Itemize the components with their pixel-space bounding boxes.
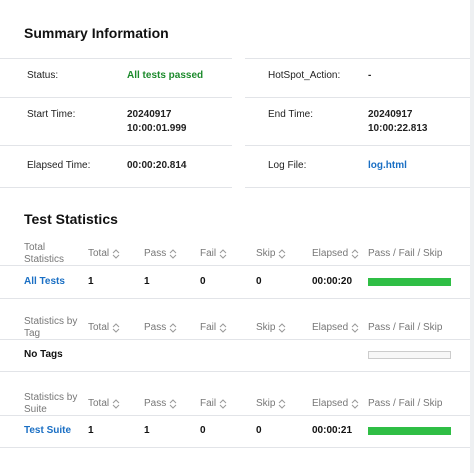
divider: [0, 415, 470, 416]
section-title: Summary Information: [24, 25, 169, 41]
pass-segment: [368, 278, 451, 286]
column-header: Total: [24, 242, 46, 253]
divider: [245, 97, 470, 98]
column-header: Pass: [144, 398, 167, 409]
field-label: Elapsed Time:: [27, 160, 91, 171]
field-label: HotSpot_Action:: [268, 70, 341, 81]
stat-value: 1: [144, 276, 150, 287]
column-header: Fail: [200, 322, 217, 333]
field-value: 10:00:22.813: [368, 123, 428, 134]
sort-icon[interactable]: [169, 323, 177, 333]
field-value: 10:00:01.999: [127, 123, 187, 134]
field-value: 20240917: [127, 109, 172, 120]
column-header: Skip: [256, 398, 276, 409]
stat-value: 1: [88, 276, 94, 287]
column-header: Suite: [24, 404, 47, 415]
stat-value: 0: [256, 425, 262, 436]
divider: [0, 145, 232, 146]
divider: [0, 187, 232, 188]
sort-icon[interactable]: [219, 399, 227, 409]
column-header: Total: [88, 322, 110, 333]
sort-icon[interactable]: [219, 249, 227, 259]
stat-value: 1: [144, 425, 150, 436]
column-header: Tag: [24, 328, 41, 339]
column-header: Statistics by: [24, 392, 78, 403]
column-header: Statistics: [24, 254, 65, 265]
pass-fail-skip-bar: [368, 427, 451, 435]
divider: [0, 339, 470, 340]
sort-icon[interactable]: [112, 399, 120, 409]
pass-segment: [368, 427, 451, 435]
column-header: Elapsed: [312, 248, 349, 259]
field-label: Start Time:: [27, 109, 76, 120]
pass-fail-skip-bar: [368, 351, 451, 359]
field-value: 20240917: [368, 109, 413, 120]
column-header: Pass: [144, 322, 167, 333]
column-header: Statistics by: [24, 316, 78, 327]
row-name[interactable]: All Tests: [24, 276, 65, 287]
field-label: Status:: [27, 70, 59, 81]
sort-icon[interactable]: [169, 249, 177, 259]
stat-value: 1: [88, 425, 94, 436]
sort-icon[interactable]: [169, 399, 177, 409]
column-header: Elapsed: [312, 398, 349, 409]
divider: [0, 58, 232, 59]
divider: [0, 447, 470, 448]
stat-value: 0: [200, 276, 206, 287]
sort-icon[interactable]: [219, 323, 227, 333]
column-header: Pass / Fail / Skip: [368, 322, 443, 333]
divider: [0, 265, 470, 266]
column-header: Pass: [144, 248, 167, 259]
column-header: Elapsed: [312, 322, 349, 333]
sort-icon[interactable]: [278, 399, 286, 409]
stat-value: 0: [256, 276, 262, 287]
column-header: Skip: [256, 248, 276, 259]
divider: [0, 371, 470, 372]
sort-icon[interactable]: [112, 249, 120, 259]
sort-icon[interactable]: [351, 249, 359, 259]
sort-icon[interactable]: [351, 323, 359, 333]
column-header: Pass / Fail / Skip: [368, 248, 443, 259]
field-value: -: [368, 70, 372, 81]
field-value: 00:00:20.814: [127, 160, 187, 171]
pass-fail-skip-bar: [368, 278, 451, 286]
column-header: Total: [88, 398, 110, 409]
column-header: Fail: [200, 248, 217, 259]
divider: [245, 187, 470, 188]
sort-icon[interactable]: [351, 399, 359, 409]
column-header: Skip: [256, 322, 276, 333]
row-name: No Tags: [24, 349, 63, 360]
divider: [0, 298, 470, 299]
sort-icon[interactable]: [112, 323, 120, 333]
field-label: End Time:: [268, 109, 314, 120]
stat-value: 00:00:21: [312, 425, 353, 436]
divider: [245, 145, 470, 146]
field-label: Log File:: [268, 160, 307, 171]
sort-icon[interactable]: [278, 249, 286, 259]
row-name[interactable]: Test Suite: [24, 425, 72, 436]
section-title: Test Statistics: [24, 211, 118, 227]
column-header: Total: [88, 248, 110, 259]
field-value[interactable]: log.html: [368, 160, 407, 171]
stat-value: 0: [200, 425, 206, 436]
field-value: All tests passed: [127, 70, 204, 81]
column-header: Pass / Fail / Skip: [368, 398, 443, 409]
sort-icon[interactable]: [278, 323, 286, 333]
divider: [245, 58, 470, 59]
column-header: Fail: [200, 398, 217, 409]
stat-value: 00:00:20: [312, 276, 353, 287]
divider: [0, 97, 232, 98]
